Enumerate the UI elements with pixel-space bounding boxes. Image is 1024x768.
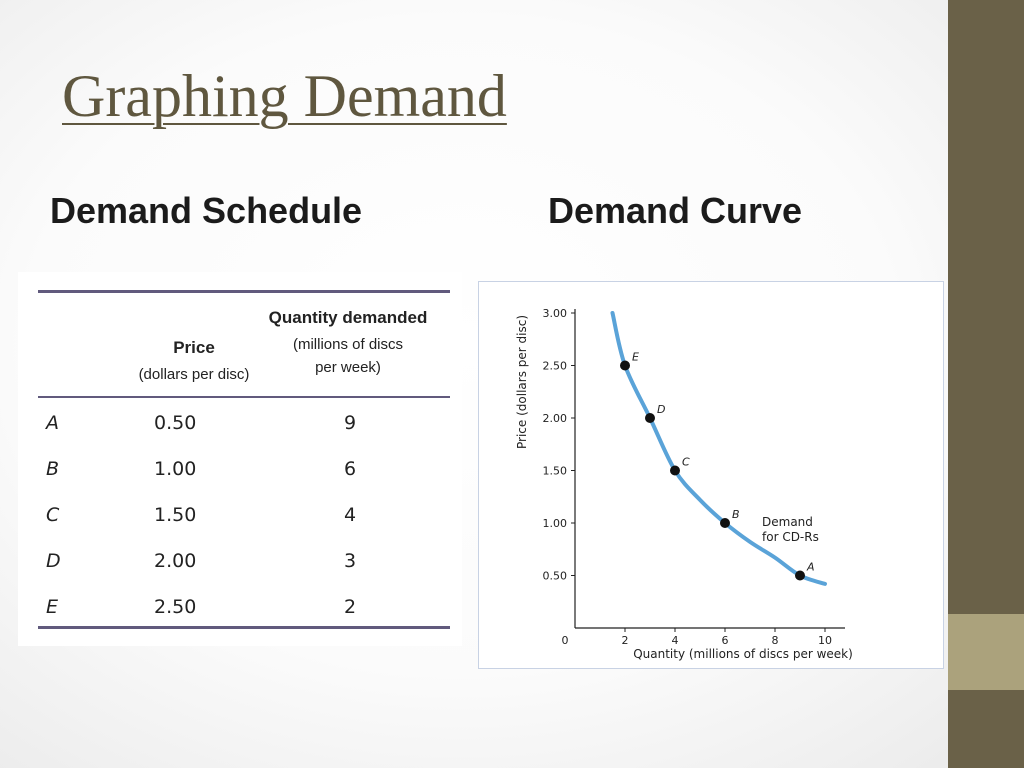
point-label-e: E [632,351,639,364]
price-cell: 2.50 [154,596,197,618]
quantity-cell: 2 [344,596,357,618]
table-header-rule [38,396,450,398]
quantity-cell: 4 [344,504,357,526]
table-top-rule [38,290,450,293]
quantity-header-label: Quantity demanded [268,308,428,327]
point-label-d: D [657,403,665,416]
data-point-d [645,413,655,423]
data-point-a [795,570,805,581]
quantity-header-unit-2: per week) [315,359,381,376]
y-tick-label: 2.00 [543,412,568,425]
point-label-c: C [682,456,690,469]
quantity-cell: 9 [344,412,357,434]
row-label: B [46,458,60,480]
y-tick-label: 1.00 [543,517,568,530]
y-tick-label: 3.00 [543,307,568,320]
demand-curve-chart: A B C D E 0.50 1.00 1.50 2.00 2.50 3.00 0 2 4 6 8 10 De… [478,281,944,669]
x-tick-label: 6 [722,634,729,647]
price-cell: 0.50 [154,412,197,434]
table-bottom-rule [38,626,450,629]
demand-curve-heading: Demand Curve [548,190,803,231]
curve-label-line-2: for CD-Rs [762,530,819,544]
decorative-accent-block [948,614,1024,690]
demand-schedule-heading: Demand Schedule [50,190,363,231]
row-label: A [46,412,59,434]
quantity-cell: 3 [344,550,357,572]
price-header-label: Price [173,338,215,357]
x-axis-label: Quantity (millions of discs per week) [633,647,853,661]
curve-label-line-1: Demand [762,515,813,529]
data-point-e [620,360,630,371]
axes-group [574,309,845,629]
y-tick-label: 2.50 [543,360,568,373]
quantity-cell: 6 [344,458,357,480]
y-tick-label: 1.50 [543,465,568,478]
point-label-b: B [732,508,740,521]
price-cell: 2.00 [154,550,197,572]
point-label-a: A [806,561,815,574]
y-tick-label: 0.50 [543,570,568,583]
x-tick-label: 10 [818,634,832,647]
data-point-c [670,465,680,476]
row-label: D [46,550,61,572]
row-label: E [46,596,59,618]
price-header-unit: (dollars per disc) [138,366,250,383]
quantity-column-header: Quantity demanded (millions of discs per… [258,308,438,376]
price-cell: 1.50 [154,504,197,526]
row-label: C [46,504,60,526]
y-axis-label: Price (dollars per disc) [515,315,529,449]
quantity-header-unit-1: (millions of discs [292,336,404,353]
slide-title: Graphing Demand [62,63,507,129]
demand-curve-svg: A B C D E 0.50 1.00 1.50 2.00 2.50 3.00 0 2 4 6 8 10 De… [515,307,853,661]
x-tick-label: 0 [562,634,569,647]
x-tick-label: 2 [622,634,629,647]
ticks-group: 0.50 1.00 1.50 2.00 2.50 3.00 0 2 4 6 8 10 [543,307,833,647]
data-point-b [720,518,730,528]
price-cell: 1.00 [154,458,197,480]
demand-schedule-table: Price (dollars per disc) Quantity demand… [18,272,462,646]
demand-curve-line [610,311,827,586]
x-tick-label: 4 [672,634,679,647]
price-column-header: Price (dollars per disc) [114,338,274,383]
points-group: A B C D E [620,351,815,581]
x-tick-label: 8 [772,634,779,647]
